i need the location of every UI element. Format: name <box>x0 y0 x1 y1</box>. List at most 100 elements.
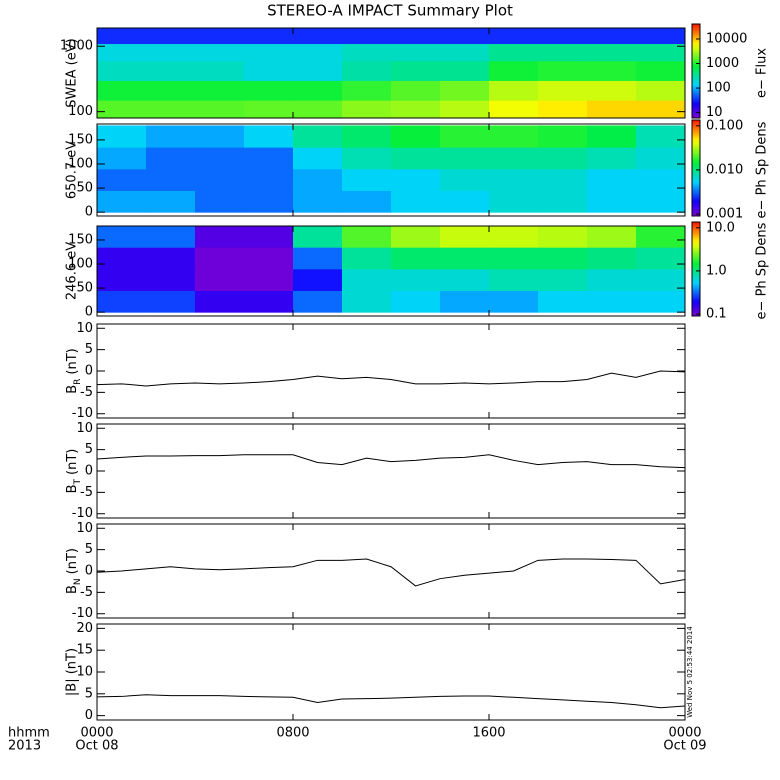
y-tick-label: 150 <box>68 132 93 147</box>
heatmap-cell <box>244 268 294 291</box>
heatmap-cell <box>146 147 196 170</box>
heatmap-cell <box>489 80 539 101</box>
y-axis-label-base: B <box>65 484 80 493</box>
chart-title: STEREO-A IMPACT Summary Plot <box>267 2 513 20</box>
heatmap-cell <box>489 60 539 81</box>
heatmap-cell <box>587 247 637 270</box>
y-tick-label: -5 <box>80 485 93 500</box>
y-tick-label: 0 <box>85 564 93 579</box>
heatmap-cell <box>146 80 196 101</box>
heatmap-cell <box>293 28 343 45</box>
heatmap-cell <box>391 147 441 170</box>
heatmap-cell <box>244 290 294 313</box>
heatmap-cell <box>244 226 294 248</box>
heatmap-cell <box>195 168 245 191</box>
heatmap-cell <box>97 100 147 118</box>
heatmap-cell <box>97 43 147 62</box>
heatmap-cell <box>195 190 245 213</box>
heatmap-cell <box>440 80 490 101</box>
y-tick-label: 5 <box>85 342 93 357</box>
line <box>97 694 685 709</box>
y-axis-label-sub: T <box>73 478 83 485</box>
heatmap-cell <box>342 190 392 213</box>
heatmap-cell <box>146 100 196 118</box>
heatmap-cell <box>489 43 539 62</box>
y-tick-label: 5 <box>85 542 93 557</box>
heatmap-cell <box>440 125 490 148</box>
y-axis-label-sub: R <box>73 379 83 385</box>
panel <box>97 454 685 469</box>
heatmap-cell <box>489 247 539 270</box>
heatmap-cell <box>489 268 539 291</box>
colorbar-tick-label: 10.0 <box>706 220 735 235</box>
colorbar-tick-label: 1.0 <box>706 263 727 278</box>
heatmap-cell <box>391 290 441 313</box>
colorbar <box>691 119 701 217</box>
heatmap-cell <box>538 247 588 270</box>
heatmap-cell <box>489 147 539 170</box>
heatmap-cell <box>636 60 685 81</box>
heatmap-cell <box>391 43 441 62</box>
y-tick-label: 150 <box>68 232 93 247</box>
heatmap-cell <box>146 247 196 270</box>
y-tick-label: 0 <box>85 305 93 320</box>
y-tick-label: 50 <box>76 181 93 196</box>
heatmap-cell <box>538 60 588 81</box>
colorbar-tick-label: 0.1 <box>706 307 727 322</box>
date-label: Oct 08 <box>75 739 118 754</box>
heatmap-cell <box>97 147 147 170</box>
heatmap-cell <box>146 43 196 62</box>
heatmap-cell <box>440 43 490 62</box>
heatmap-cell <box>97 226 147 248</box>
y-tick-label: 100 <box>68 104 93 119</box>
heatmap-cell <box>97 168 147 191</box>
y-tick-label: -10 <box>72 606 93 621</box>
panel-frame <box>96 323 686 419</box>
y-tick-label: 10 <box>76 421 93 436</box>
colorbar-label: e− Ph Sp Dens <box>755 121 770 218</box>
y-axis-label-unit: (nT) <box>65 548 80 574</box>
y-axis-label: BN (nT) <box>65 548 83 594</box>
heatmap-cell <box>391 247 441 270</box>
panel-frame <box>96 523 686 619</box>
heatmap-cell <box>293 190 343 213</box>
heatmap-cell <box>195 268 245 291</box>
heatmap-cell <box>342 80 392 101</box>
heatmap-cell <box>342 268 392 291</box>
y-axis-label-base: B <box>65 585 80 594</box>
heatmap-cell <box>342 168 392 191</box>
heatmap-cell <box>538 125 588 148</box>
heatmap-cell <box>636 28 685 45</box>
heatmap-cell <box>538 168 588 191</box>
colorbar-tick-label: 0.001 <box>706 206 743 221</box>
heatmap-cell <box>244 147 294 170</box>
heatmap-cell <box>244 60 294 81</box>
panel <box>97 558 685 587</box>
heatmap-cell <box>195 80 245 101</box>
heatmap-cell <box>195 60 245 81</box>
y-axis-label: BT (nT) <box>65 449 83 494</box>
heatmap-cell <box>146 168 196 191</box>
heatmap-cell <box>342 43 392 62</box>
y-tick-label: 100 <box>68 156 93 171</box>
heatmap-cell <box>97 80 147 101</box>
heatmap-cell <box>97 247 147 270</box>
line <box>97 370 685 387</box>
panel <box>97 370 685 387</box>
heatmap-cell <box>146 290 196 313</box>
heatmap-cell <box>342 226 392 248</box>
heatmap-cell <box>244 168 294 191</box>
line <box>97 454 685 469</box>
y-axis-label: BR (nT) <box>65 348 83 394</box>
y-axis-label-unit: (nT) <box>65 348 80 374</box>
colorbar-tick-label: 0.010 <box>706 162 743 177</box>
heatmap-cell <box>244 28 294 45</box>
heatmap-cell <box>489 290 539 313</box>
y-tick-label: 15 <box>76 643 93 658</box>
heatmap-cell <box>587 190 637 213</box>
heatmap-cell <box>538 28 588 45</box>
heatmap-cell <box>195 226 245 248</box>
heatmap-cell <box>636 226 685 248</box>
heatmap-cell <box>244 247 294 270</box>
heatmap-cell <box>440 60 490 81</box>
